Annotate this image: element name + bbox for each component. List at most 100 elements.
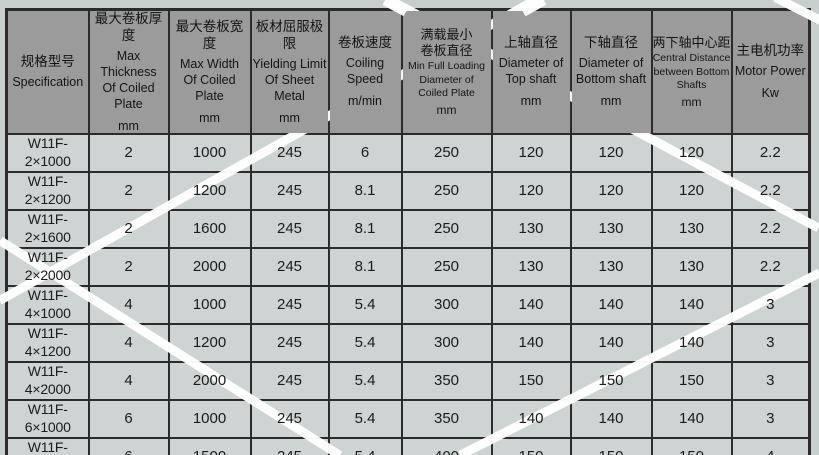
value-text: 3 (766, 409, 775, 427)
value-text: 150 (678, 371, 705, 389)
value-cell: 120 (490, 132, 572, 173)
value-text: 5.4 (355, 448, 376, 455)
value-cell: 350 (400, 360, 493, 401)
col-header-8: 下轴直径 Diameter of Bottom shaft mm (569, 8, 653, 135)
model-label: W11F-6×1000 (24, 400, 71, 435)
value-cell: 8.1 (327, 208, 403, 249)
value-text: 1200 (192, 333, 227, 351)
header-row: 规格型号 Specification 最大卷板厚度 Max Thickness Of … (5, 8, 811, 135)
value-text: 245 (276, 219, 303, 237)
value-cell: 245 (249, 246, 330, 287)
value-text: 245 (276, 257, 303, 275)
value-text: 140 (678, 295, 705, 313)
value-cell: 130 (650, 246, 733, 287)
model-cell: W11F-2×1600 (5, 208, 90, 249)
value-cell: 120 (569, 170, 653, 211)
spec-row-4: W11F-2×2000 2 2000 245 8.1 250 130 130 130 2.2 (5, 246, 811, 287)
value-cell: 1200 (167, 322, 252, 363)
model-cell: W11F-4×1200 (5, 322, 90, 363)
value-text: 400 (434, 448, 459, 455)
value-text: 350 (433, 409, 460, 427)
value-cell: 140 (490, 322, 572, 363)
value-cell: 245 (249, 284, 330, 325)
value-text: 2 (124, 143, 133, 161)
value-text: 245 (276, 181, 303, 199)
value-text: 2000 (192, 257, 227, 275)
value-cell: 245 (249, 208, 330, 249)
value-text: 1000 (192, 143, 227, 161)
spec-table: 规格型号 Specification 最大卷板厚度 Max Thickness Of … (5, 8, 811, 455)
value-text: 4 (124, 371, 133, 389)
value-cell: 1000 (167, 398, 252, 439)
spec-table-body: W11F-2×1000 2 1000 245 6 250 120 120 120 2.2 W11F-… (5, 132, 811, 455)
model-label: W11F-6×1500 (27, 438, 68, 455)
value-text: 6 (124, 409, 133, 427)
value-cell: 5.4 (327, 360, 403, 401)
value-cell: 6 (87, 398, 170, 439)
value-cell: 2 (87, 132, 170, 173)
value-cell: 130 (490, 208, 572, 249)
value-text: 140 (598, 295, 624, 313)
model-label: W11F-4×2000 (24, 362, 71, 397)
value-cell: 150 (490, 436, 572, 455)
value-cell: 120 (650, 132, 733, 173)
spec-row-1: W11F-2×1000 2 1000 245 6 250 120 120 120 2.2 (5, 132, 811, 173)
value-text: 6 (124, 448, 132, 455)
model-label: W11F-4×1000 (24, 286, 71, 321)
value-cell: 8.1 (327, 246, 403, 287)
value-text: 120 (518, 181, 544, 199)
value-text: 2 (124, 219, 133, 237)
value-cell: 6 (327, 132, 403, 173)
model-label: W11F-2×2000 (24, 248, 71, 283)
value-text: 150 (518, 448, 543, 455)
value-text: 5.4 (354, 333, 376, 351)
value-text: 4 (124, 333, 133, 351)
value-cell: 150 (650, 436, 733, 455)
value-text: 1000 (192, 295, 227, 313)
value-cell: 140 (569, 398, 653, 439)
col-header-6: 满载最小 卷板直径 Min Full Loading Diameter of Co… (400, 8, 493, 135)
value-cell: 150 (569, 436, 653, 455)
value-text: 5.4 (354, 295, 376, 313)
value-cell: 6 (87, 436, 170, 455)
value-cell: 245 (249, 170, 330, 211)
col-header-5: 卷板速度 Coiling Speed m/min (327, 8, 403, 135)
value-cell: 2 (87, 170, 170, 211)
value-text: 120 (598, 181, 624, 199)
value-text: 140 (598, 333, 624, 351)
value-cell: 130 (650, 208, 733, 249)
value-text: 140 (518, 409, 544, 427)
value-text: 2 (124, 181, 133, 199)
col-header-4: 板材屈服极限 Yielding Limit Of Sheet Metal mm (249, 8, 330, 135)
value-text: 130 (598, 219, 624, 237)
value-cell: 2.2 (730, 132, 811, 173)
model-cell: W11F-6×1500 (5, 436, 90, 455)
value-cell: 1500 (167, 436, 252, 455)
value-cell: 2000 (167, 246, 252, 287)
value-text: 350 (433, 371, 460, 389)
value-text: 5.4 (354, 371, 376, 389)
value-cell: 130 (569, 208, 653, 249)
value-text: 3 (766, 295, 775, 313)
value-text: 250 (433, 257, 460, 275)
value-cell: 250 (400, 208, 493, 249)
value-text: 130 (518, 219, 544, 237)
value-text: 2 (124, 257, 133, 275)
value-text: 245 (276, 295, 303, 313)
value-cell: 150 (490, 360, 572, 401)
value-text: 1500 (193, 448, 226, 455)
value-text: 130 (678, 257, 705, 275)
value-text: 6 (360, 143, 370, 161)
value-cell: 5.4 (327, 322, 403, 363)
value-text: 2.2 (759, 143, 781, 161)
value-cell: 3 (730, 398, 811, 439)
value-cell: 2 (87, 246, 170, 287)
value-text: 140 (678, 333, 705, 351)
value-text: 3 (766, 371, 775, 389)
value-text: 130 (678, 219, 705, 237)
model-cell: W11F-2×1000 (5, 132, 90, 173)
value-cell: 300 (400, 284, 493, 325)
value-cell: 140 (490, 284, 572, 325)
value-text: 1200 (192, 181, 227, 199)
model-label: W11F-2×1200 (24, 172, 71, 207)
